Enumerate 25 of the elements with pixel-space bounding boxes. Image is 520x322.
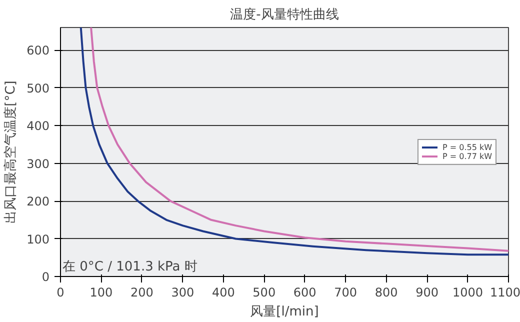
y-axis-title: 出风口最高空气温度[°C] [2,80,19,224]
x-tick-label: 500 [252,286,276,300]
y-tick-label: 100 [26,232,50,246]
y-tick-label: 500 [26,81,50,96]
x-tick-label: 600 [293,286,316,300]
y-tick-label: 200 [26,194,50,209]
y-tick-label: 600 [26,44,50,58]
x-tick-label: 200 [130,286,154,300]
y-tick-label: 0 [42,270,50,284]
x-tick-label: 400 [212,286,235,300]
x-tick-label: 300 [171,286,194,300]
y-tick-label: 300 [26,156,50,171]
y-tick-label: 400 [26,119,50,134]
x-tick-label: 800 [374,286,398,300]
x-tick-label: 100 [90,286,113,300]
legend-label: P = 0.77 kW [442,152,492,160]
x-tick-label: 1000 [452,286,484,300]
x-tick-label: 1100 [490,286,520,300]
legend-label: P = 0.55 kW [442,142,492,152]
chart-title: 温度-风量特性曲线 [230,6,339,22]
x-tick-label: 900 [416,286,438,300]
x-tick-label: 0 [56,286,64,300]
x-axis-title: 风量[l/min] [250,304,319,320]
x-tick-label: 700 [334,286,358,300]
annotation: 在 0°C / 101.3 kPa 时 [62,260,198,274]
